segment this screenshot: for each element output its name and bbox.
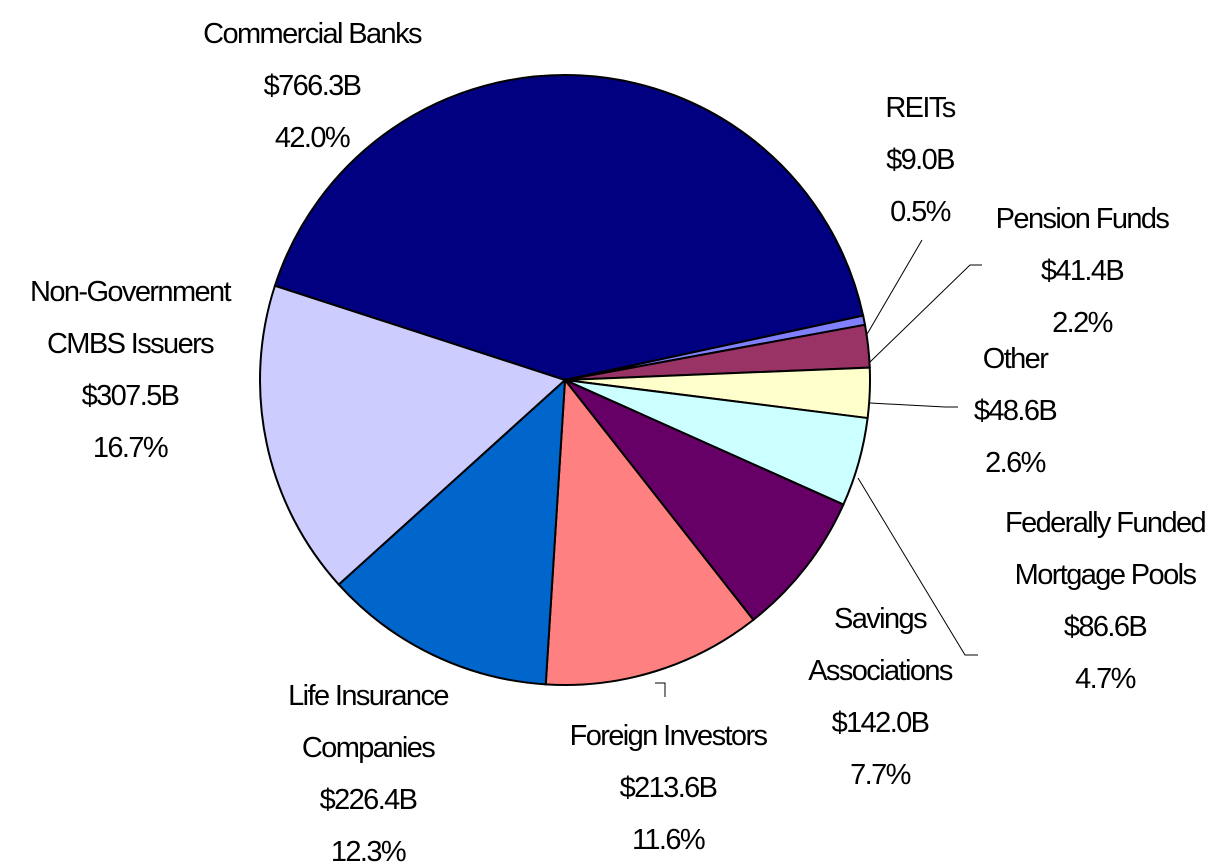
slices bbox=[259, 74, 871, 686]
share-label: 2.2% bbox=[1052, 307, 1113, 339]
value-label: $142.0B bbox=[831, 707, 930, 739]
leader-line bbox=[857, 477, 978, 656]
value-label: $48.6B bbox=[973, 395, 1058, 427]
leader-line bbox=[865, 239, 923, 337]
share-label: 0.5% bbox=[890, 196, 951, 228]
slice-label: Life Insurance Companies $226.4B 12.3% bbox=[258, 670, 478, 867]
leader-line bbox=[869, 402, 958, 408]
category-label: Pension Funds bbox=[995, 203, 1170, 235]
value-label: $307.5B bbox=[81, 380, 180, 412]
share-label: 16.7% bbox=[92, 432, 169, 464]
category-label: REITs bbox=[885, 92, 956, 124]
share-label: 2.6% bbox=[985, 447, 1046, 479]
category-label: Commercial Banks bbox=[203, 18, 422, 50]
category-label: Life Insurance Companies bbox=[288, 680, 449, 764]
slice-label: Federally Funded Mortgage Pools $86.6B 4.7… bbox=[980, 497, 1224, 705]
share-label: 42.0% bbox=[274, 122, 351, 154]
value-label: $213.6B bbox=[619, 772, 718, 804]
category-label: Foreign Investors bbox=[569, 720, 768, 752]
slice-label: Pension Funds $41.4B 2.2% bbox=[972, 193, 1192, 349]
share-label: 11.6% bbox=[631, 824, 706, 856]
slice-label: Non-Government CMBS Issuers $307.5B 16.7% bbox=[0, 266, 260, 474]
value-label: $9.0B bbox=[886, 144, 955, 176]
pie-slice bbox=[544, 377, 755, 686]
value-label: $86.6B bbox=[1063, 611, 1148, 643]
slice-label: Foreign Investors $213.6B 11.6% bbox=[538, 710, 798, 866]
category-label: Federally Funded Mortgage Pools bbox=[1004, 507, 1207, 591]
leader-lines bbox=[655, 239, 982, 697]
value-label: $766.3B bbox=[263, 70, 362, 102]
leader-line bbox=[655, 682, 666, 697]
share-label: 4.7% bbox=[1075, 663, 1136, 695]
slice-label: REITs $9.0B 0.5% bbox=[860, 82, 980, 238]
value-label: $226.4B bbox=[319, 784, 418, 816]
category-label: Non-Government CMBS Issuers bbox=[29, 276, 232, 360]
leader-line bbox=[869, 264, 982, 363]
pie-slice bbox=[564, 379, 845, 622]
share-label: 7.7% bbox=[850, 759, 911, 791]
category-label: Savings Associations bbox=[808, 603, 953, 687]
pie-slice bbox=[273, 74, 865, 382]
share-label: 12.3% bbox=[330, 836, 407, 867]
pie-slice bbox=[337, 377, 567, 686]
slice-label: Commercial Banks $766.3B 42.0% bbox=[162, 8, 462, 164]
category-label: Other bbox=[982, 343, 1049, 375]
slice-label: Savings Associations $142.0B 7.7% bbox=[780, 593, 980, 801]
slice-label: Other $48.6B 2.6% bbox=[955, 333, 1075, 489]
pie-slice bbox=[259, 284, 567, 586]
value-label: $41.4B bbox=[1040, 255, 1125, 287]
